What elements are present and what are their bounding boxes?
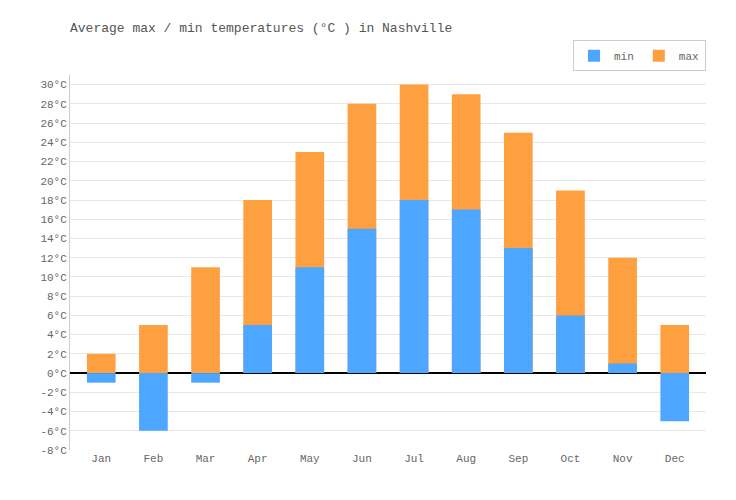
svg-text:14°C: 14°C bbox=[40, 233, 67, 245]
svg-text:-2°C: -2°C bbox=[40, 387, 67, 399]
svg-text:6°C: 6°C bbox=[47, 310, 67, 322]
svg-text:8°C: 8°C bbox=[47, 291, 67, 303]
svg-text:Aug: Aug bbox=[456, 453, 476, 465]
svg-text:Jun: Jun bbox=[352, 453, 372, 465]
svg-text:18°C: 18°C bbox=[40, 195, 67, 207]
svg-text:22°C: 22°C bbox=[40, 156, 67, 168]
svg-text:2°C: 2°C bbox=[47, 349, 67, 361]
svg-text:16°C: 16°C bbox=[40, 214, 67, 226]
svg-text:Jul: Jul bbox=[404, 453, 424, 465]
svg-text:Nov: Nov bbox=[613, 453, 633, 465]
svg-text:May: May bbox=[300, 453, 320, 465]
svg-text:Dec: Dec bbox=[665, 453, 685, 465]
svg-text:Apr: Apr bbox=[248, 453, 268, 465]
svg-text:0°C: 0°C bbox=[47, 368, 67, 380]
svg-text:-8°C: -8°C bbox=[40, 445, 67, 457]
svg-text:20°C: 20°C bbox=[40, 176, 67, 188]
svg-text:Oct: Oct bbox=[561, 453, 581, 465]
svg-text:24°C: 24°C bbox=[40, 137, 67, 149]
svg-text:Mar: Mar bbox=[196, 453, 216, 465]
svg-text:max: max bbox=[679, 51, 699, 63]
svg-text:Feb: Feb bbox=[144, 453, 164, 465]
svg-text:26°C: 26°C bbox=[40, 118, 67, 130]
svg-text:30°C: 30°C bbox=[40, 79, 67, 91]
svg-text:-6°C: -6°C bbox=[40, 426, 67, 438]
svg-text:4°C: 4°C bbox=[47, 329, 67, 341]
svg-text:-4°C: -4°C bbox=[40, 406, 67, 418]
svg-text:12°C: 12°C bbox=[40, 253, 67, 265]
svg-text:Jan: Jan bbox=[91, 453, 111, 465]
svg-text:10°C: 10°C bbox=[40, 272, 67, 284]
svg-text:min: min bbox=[614, 51, 634, 63]
svg-text:Average max / min temperatures: Average max / min temperatures (°C ) in … bbox=[70, 21, 452, 36]
svg-text:Sep: Sep bbox=[508, 453, 528, 465]
svg-text:28°C: 28°C bbox=[40, 99, 67, 111]
